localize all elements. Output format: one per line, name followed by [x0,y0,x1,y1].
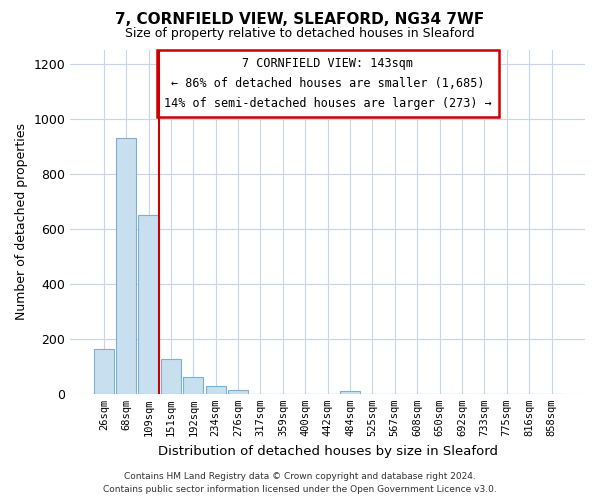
Y-axis label: Number of detached properties: Number of detached properties [15,124,28,320]
Bar [183,377,203,394]
Bar [94,349,114,394]
Text: Contains HM Land Registry data © Crown copyright and database right 2024.
Contai: Contains HM Land Registry data © Crown c… [103,472,497,494]
Text: 7 CORNFIELD VIEW: 143sqm
← 86% of detached houses are smaller (1,685)
14% of sem: 7 CORNFIELD VIEW: 143sqm ← 86% of detach… [164,57,491,110]
Bar [206,386,226,394]
X-axis label: Distribution of detached houses by size in Sleaford: Distribution of detached houses by size … [158,444,497,458]
Bar [161,358,181,394]
Text: 7, CORNFIELD VIEW, SLEAFORD, NG34 7WF: 7, CORNFIELD VIEW, SLEAFORD, NG34 7WF [115,12,485,28]
Bar [340,390,360,394]
Bar [228,390,248,394]
Bar [139,215,158,394]
Bar [116,138,136,394]
Text: Size of property relative to detached houses in Sleaford: Size of property relative to detached ho… [125,28,475,40]
